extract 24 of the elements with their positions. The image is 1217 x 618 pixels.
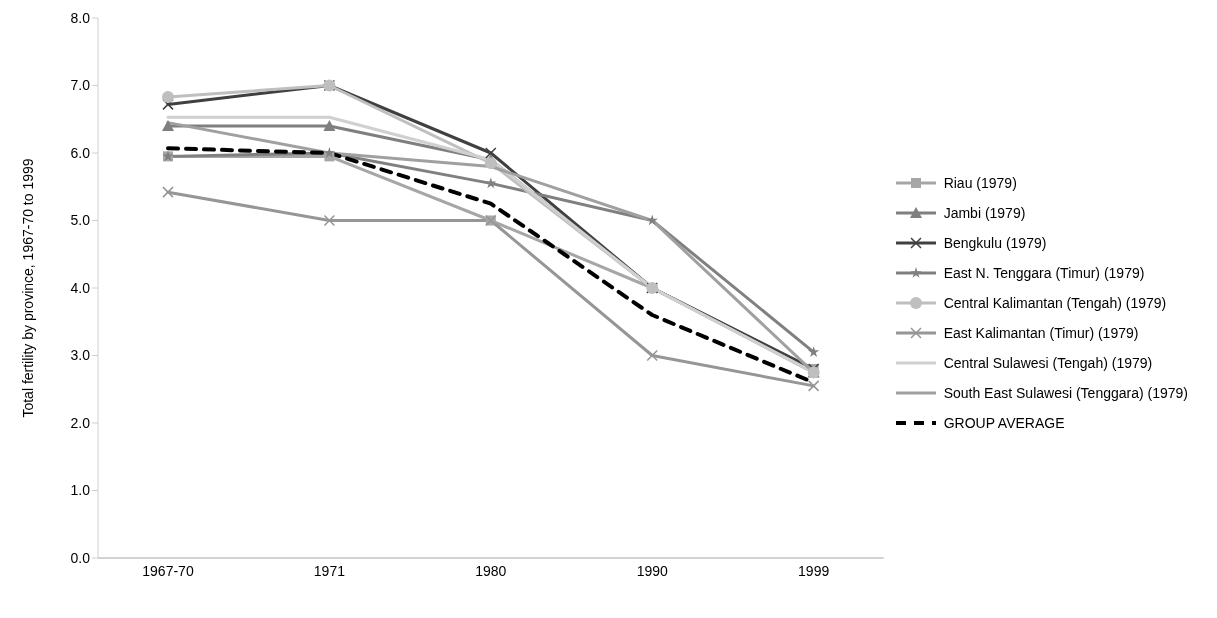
x-tick-label: 1967-70 [142, 562, 194, 579]
x-tick-label: 1990 [636, 562, 669, 579]
y-tick-label: 7.0 [70, 77, 91, 94]
y-tick-label: 4.0 [70, 279, 91, 296]
legend-label: Riau (1979) [943, 175, 1017, 191]
legend-label: Central Kalimantan (Tengah) (1979) [943, 295, 1167, 311]
x-tick-label: 1980 [475, 562, 507, 579]
legend-label: South East Sulawesi (Tenggara) (1979) [943, 385, 1188, 401]
y-tick-label: 1.0 [70, 482, 91, 499]
legend-label: Bengkulu (1979) [943, 235, 1047, 251]
y-axis-title: Total fertility by province, 1967-70 to 1999 [19, 158, 36, 418]
y-tick-label: 3.0 [70, 347, 91, 364]
x-tick-label: 1971 [313, 562, 346, 579]
legend-label: GROUP AVERAGE [943, 415, 1065, 431]
y-tick-label: 2.0 [70, 414, 91, 431]
legend-label: Central Sulawesi (Tengah) (1979) [943, 355, 1153, 371]
legend-label: East Kalimantan (Timur) (1979) [943, 325, 1139, 341]
y-tick-label: 6.0 [70, 144, 91, 161]
y-tick-label: 0.0 [70, 549, 91, 566]
x-tick-label: 1999 [798, 562, 830, 579]
y-tick-label: 5.0 [70, 212, 91, 229]
legend-label: Jambi (1979) [943, 205, 1026, 221]
y-tick-label: 8.0 [70, 9, 91, 26]
legend-label: East N. Tenggara (Timur) (1979) [943, 265, 1145, 281]
